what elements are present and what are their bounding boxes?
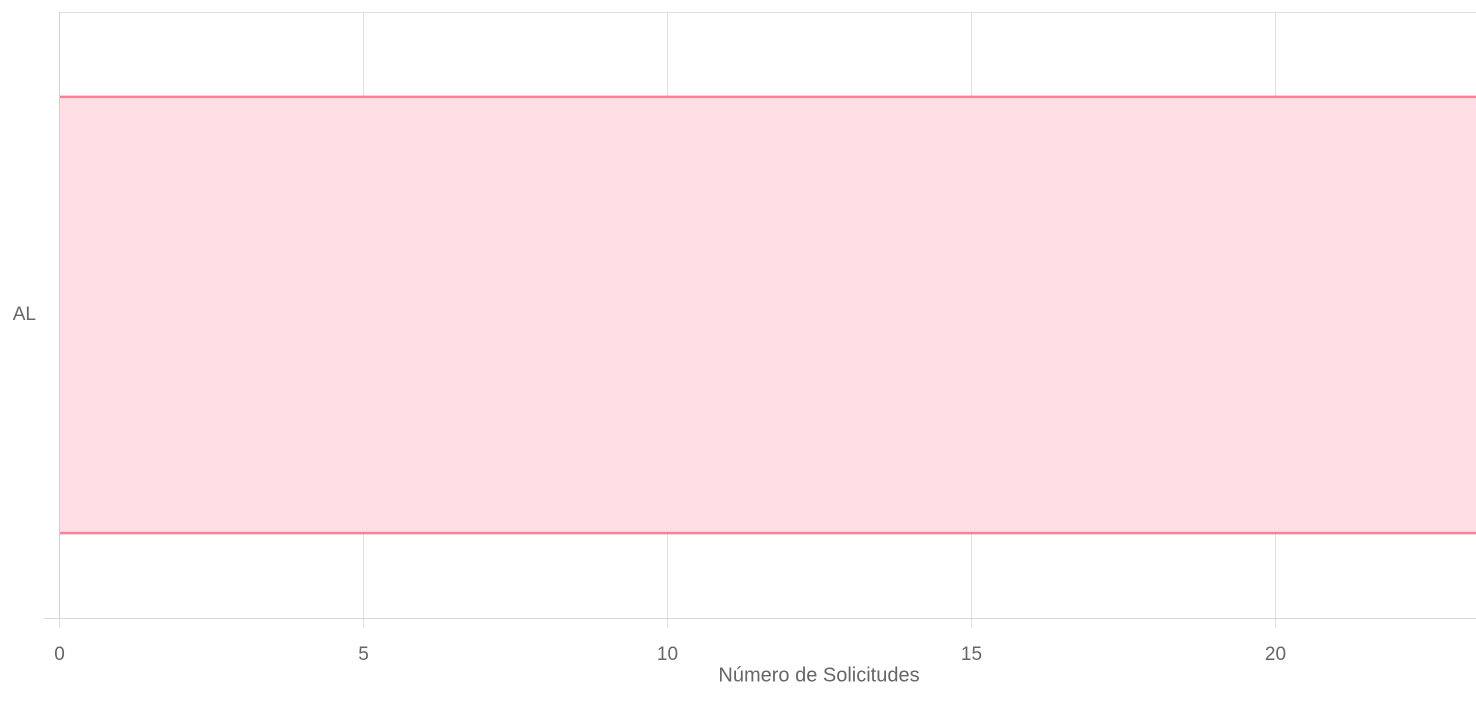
axes bbox=[44, 12, 1476, 619]
x-tick-label: 15 bbox=[961, 644, 982, 665]
x-tick-label: 5 bbox=[358, 644, 369, 665]
bar-al bbox=[59, 96, 1476, 534]
bars bbox=[59, 95, 1476, 535]
x-tick-label: 0 bbox=[54, 644, 65, 665]
x-tick-label: 20 bbox=[1265, 644, 1286, 665]
x-axis-title: Número de Solicitudes bbox=[718, 664, 919, 686]
tick-labels: 0 5 10 15 20 AL bbox=[13, 304, 1286, 665]
y-tick-label: AL bbox=[13, 304, 36, 325]
x-tick-label: 10 bbox=[657, 644, 678, 665]
